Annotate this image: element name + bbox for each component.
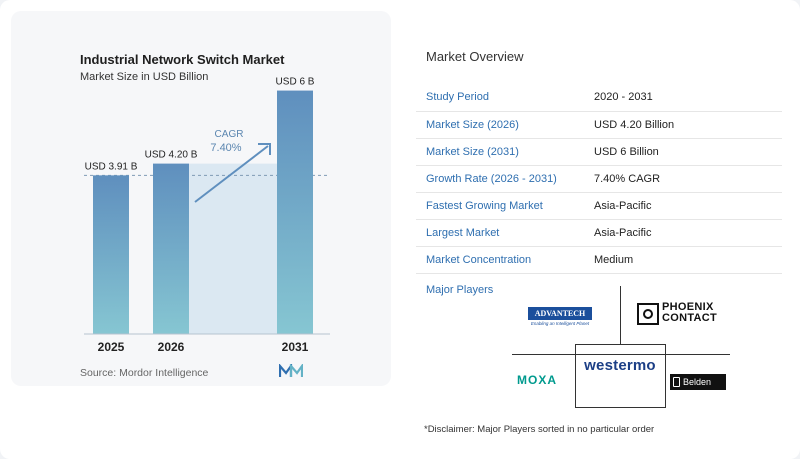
- belden-icon: [673, 377, 680, 387]
- players-title: Major Players: [426, 284, 494, 296]
- chart-subtitle: Market Size in USD Billion: [80, 71, 209, 83]
- overview-key: Largest Market: [416, 219, 586, 247]
- phoenix-contact-icon: [637, 303, 659, 325]
- overview-row: Study Period 2020 - 2031: [416, 84, 782, 112]
- grid-divider: [575, 344, 665, 345]
- chart-title: Industrial Network Switch Market: [80, 52, 285, 67]
- overview-title: Market Overview: [426, 49, 524, 64]
- overview-value: USD 6 Billion: [586, 138, 782, 166]
- tick-label-2026: 2026: [158, 340, 185, 354]
- overview-key: Market Concentration: [416, 246, 586, 274]
- overview-value: 7.40% CAGR: [586, 165, 782, 193]
- cagr-value: 7.40%: [210, 142, 241, 154]
- bar-chart: USD 3.91 B 2025 USD 4.20 B 2026 USD 6 B 2031 C…: [84, 77, 330, 354]
- data-label-2025: USD 3.91 B: [85, 161, 138, 172]
- overview-row: Fastest Growing Market Asia-Pacific: [416, 192, 782, 220]
- overview-row: Growth Rate (2026 - 2031) 7.40% CAGR: [416, 165, 782, 193]
- overview-row: Largest Market Asia-Pacific: [416, 219, 782, 247]
- cagr-label: CAGR: [215, 129, 244, 140]
- overview-row: Market Concentration Medium: [416, 246, 782, 274]
- overview-value: Asia-Pacific: [586, 219, 782, 247]
- overview-value: USD 4.20 Billion: [586, 111, 782, 139]
- bar-2031: [277, 90, 313, 334]
- overview-key: Study Period: [416, 84, 586, 112]
- cagr-arrow: [194, 145, 269, 203]
- overview-key: Growth Rate (2026 - 2031): [416, 165, 586, 193]
- mordor-logo-icon: [279, 364, 303, 377]
- overview-row: Market Size (2026) USD 4.20 Billion: [416, 111, 782, 139]
- tick-label-2025: 2025: [98, 340, 125, 354]
- source-note: Source: Mordor Intelligence: [80, 367, 209, 379]
- grid-divider: [620, 286, 621, 344]
- overview-value: Asia-Pacific: [586, 192, 782, 220]
- grid-divider: [512, 354, 730, 355]
- phoenix-contact-logo: PHOENIX CONTACT: [662, 301, 718, 324]
- overview-value: Medium: [586, 246, 782, 274]
- data-label-2026: USD 4.20 B: [145, 150, 198, 161]
- grid-divider: [575, 344, 576, 408]
- bar-2026: [153, 163, 189, 334]
- grid-divider: [575, 407, 665, 408]
- bar-2025: [93, 175, 129, 334]
- belden-logo: Belden: [670, 374, 726, 390]
- advantech-tagline: Enabling an Intelligent Planet: [530, 321, 590, 326]
- overview-key: Market Size (2026): [416, 111, 586, 139]
- tick-label-2031: 2031: [282, 340, 309, 354]
- advantech-logo: ADVANTECH: [528, 307, 592, 320]
- disclaimer: *Disclaimer: Major Players sorted in no …: [424, 424, 655, 435]
- overview-row: Market Size (2031) USD 6 Billion: [416, 138, 782, 166]
- overview-key: Fastest Growing Market: [416, 192, 586, 220]
- grid-divider: [665, 344, 666, 408]
- westermo-logo: westermo: [584, 357, 656, 374]
- overview-table: Study Period 2020 - 2031 Market Size (2026…: [416, 84, 782, 274]
- growth-area: [189, 163, 277, 334]
- cagr-arrow-head: [258, 143, 271, 155]
- overview-key: Market Size (2031): [416, 138, 586, 166]
- overview-value: 2020 - 2031: [586, 84, 782, 112]
- moxa-logo: MOXA: [517, 373, 557, 387]
- data-label-2031: USD 6 B: [276, 77, 315, 88]
